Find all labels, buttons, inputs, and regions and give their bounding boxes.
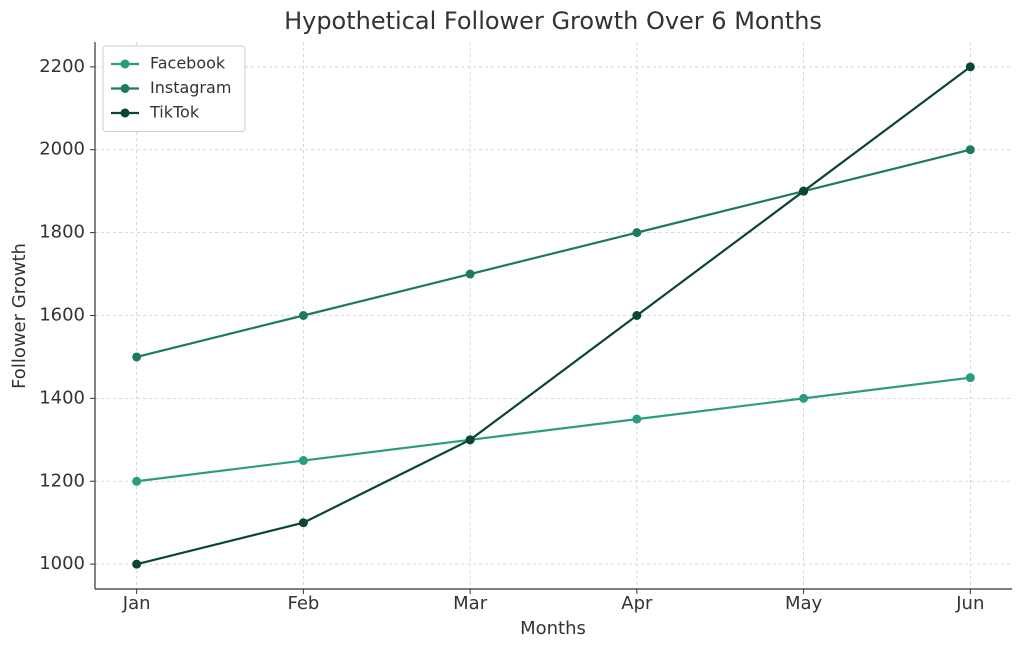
x-tick-label: May	[785, 593, 823, 614]
y-tick-label: 2200	[39, 56, 85, 77]
series-line	[136, 65, 971, 566]
x-tick-label: Feb	[287, 593, 319, 614]
y-axis-label: Follower Growth	[9, 243, 30, 389]
legend-marker	[120, 108, 130, 118]
chart-title: Hypothetical Follower Growth Over 6 Mont…	[284, 7, 822, 35]
y-tick-label: 1800	[39, 222, 85, 243]
data-point	[465, 269, 475, 279]
legend-marker	[120, 84, 130, 93]
data-point	[799, 393, 809, 403]
series-line	[136, 148, 971, 359]
data-point	[465, 435, 475, 445]
legend-label: TikTok	[149, 103, 200, 122]
data-point	[799, 186, 809, 196]
data-point	[965, 62, 975, 72]
data-point	[298, 311, 308, 320]
y-tick-label: 1600	[39, 305, 85, 326]
y-tick-label: 1400	[39, 387, 85, 408]
data-point	[632, 414, 642, 424]
data-point	[132, 559, 142, 569]
legend-label: Facebook	[150, 54, 226, 73]
legend-marker	[120, 59, 130, 69]
x-tick-label: Apr	[621, 593, 653, 614]
data-point	[632, 311, 642, 320]
data-point	[298, 456, 308, 466]
legend-label: Instagram	[150, 78, 231, 97]
data-point	[298, 518, 308, 528]
y-tick-label: 1200	[39, 470, 85, 491]
x-axis-label: Months	[520, 618, 586, 639]
data-point	[965, 373, 975, 383]
data-point	[965, 145, 975, 155]
x-tick-label: Jun	[955, 593, 984, 614]
y-tick-label: 1000	[39, 553, 85, 574]
legend-box	[102, 45, 246, 132]
data-point	[132, 476, 142, 486]
data-point	[132, 352, 142, 362]
x-tick-label: Mar	[453, 593, 488, 614]
series-line	[136, 376, 971, 483]
y-tick-label: 2000	[39, 139, 85, 160]
x-tick-label: Jan	[122, 593, 151, 614]
data-point	[632, 228, 642, 238]
